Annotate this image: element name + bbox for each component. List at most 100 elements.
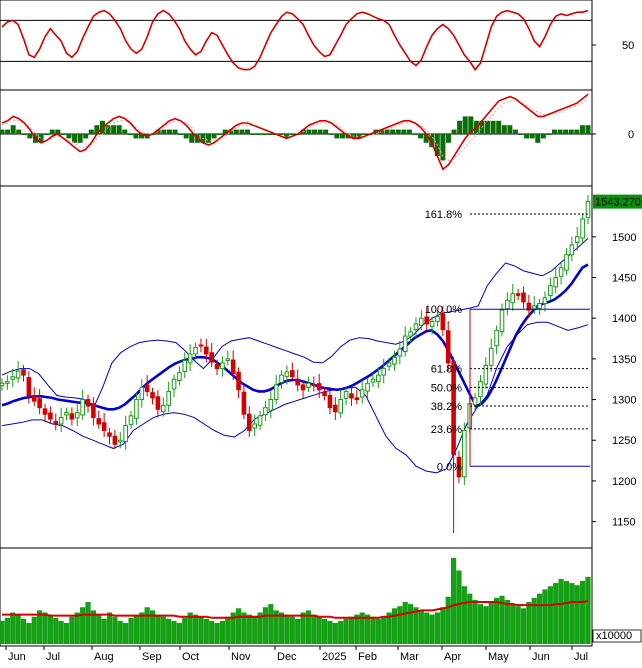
macd-histogram-bar [468, 116, 474, 134]
volume-bar [192, 614, 199, 644]
price-tick-label: 1200 [612, 476, 636, 488]
candle-body [585, 201, 591, 219]
volume-bar [531, 597, 537, 644]
macd-histogram-bar [390, 129, 396, 134]
candle-body [381, 368, 387, 376]
macd-histogram-bar [77, 134, 83, 143]
candle-body [316, 383, 322, 391]
candle-body [134, 399, 139, 419]
candle-body [268, 399, 274, 411]
candle-body [494, 329, 499, 347]
macd-histogram-bar [16, 129, 22, 134]
candle-body [225, 358, 231, 361]
macd-histogram-bar [183, 134, 189, 139]
volume-bar [225, 616, 231, 644]
candle-body [435, 316, 440, 322]
candle-body [542, 297, 548, 305]
fibonacci-label: 61.8% [431, 364, 462, 376]
candle-body [182, 359, 188, 372]
candle-body [247, 413, 252, 431]
volume-bar [219, 620, 226, 644]
fibonacci-label: 0.0% [437, 461, 462, 473]
macd-histogram-bar [27, 134, 33, 139]
fibonacci-label: 50.0% [431, 382, 462, 394]
volume-bar [37, 610, 43, 644]
macd-histogram-bar [445, 134, 451, 143]
macd-histogram-bar [289, 134, 295, 135]
macd-histogram-bar [507, 125, 513, 134]
volume-bar [472, 599, 478, 644]
candle-body [123, 425, 128, 442]
volume-bar [348, 616, 355, 644]
macd-histogram-bar [535, 134, 541, 143]
macd-histogram-bar [72, 134, 78, 143]
volume-bar [483, 606, 489, 644]
lower-bollinger-band [1, 321, 589, 474]
volume-bar [370, 616, 376, 644]
candle-body [230, 359, 236, 375]
volume-bar [101, 618, 107, 644]
volume-bar [461, 586, 467, 644]
macd-signal-line [1, 98, 589, 161]
candle-body [521, 292, 526, 303]
macd-histogram-bar [222, 129, 228, 134]
volume-bar [338, 620, 344, 644]
volume-bar [391, 608, 398, 644]
x-tick-label: Dec [277, 651, 297, 663]
candle-body [440, 313, 446, 331]
volume-bar [386, 612, 392, 644]
volume-bar [166, 618, 172, 644]
candle-body [429, 320, 435, 327]
macd-histogram-bar [211, 134, 217, 139]
volume-bar [499, 595, 505, 644]
volume-bar [413, 607, 419, 644]
x-tick-label: Feb [358, 651, 377, 663]
candle-body [376, 374, 381, 383]
volume-bar [321, 618, 328, 644]
candle-body [160, 404, 166, 413]
candle-body [117, 439, 123, 443]
macd-histogram-bar [245, 129, 251, 134]
candle-body [558, 267, 564, 277]
x-tick-label: Apr [444, 651, 461, 663]
candle-body [91, 403, 96, 418]
candle-body [144, 384, 150, 392]
volume-bar [123, 623, 129, 644]
price-tick-label: 1350 [612, 354, 636, 366]
candle-body [171, 378, 177, 390]
candle-body [386, 362, 392, 367]
macd-histogram-bar [490, 120, 496, 134]
price-tick-label: 1150 [612, 517, 636, 529]
macd-histogram-bar [451, 129, 457, 134]
candle-body [241, 391, 247, 415]
candle-body [64, 412, 69, 416]
candle-body [419, 317, 424, 326]
candle-body [193, 346, 198, 355]
candle-body [284, 371, 290, 377]
volume-bar [445, 596, 451, 644]
candle-body [107, 432, 112, 437]
candle-body [413, 323, 419, 331]
volume-bar [553, 583, 559, 644]
macd-histogram-bar [429, 134, 435, 148]
candle-body [74, 412, 80, 419]
candle-body [166, 390, 171, 406]
x-tick-label: Jun [532, 651, 550, 663]
volume-bar [182, 617, 188, 644]
candle-body [80, 399, 85, 416]
candle-body [548, 285, 553, 296]
candle-body [150, 392, 155, 399]
candle-body [526, 302, 532, 311]
volume-bar [332, 623, 338, 644]
volume-bar [434, 612, 441, 644]
candle-body [279, 374, 284, 383]
candle-body [408, 331, 413, 337]
macd-histogram-bar [66, 134, 72, 139]
x-tick-label: Aug [94, 651, 114, 663]
macd-histogram-bar [178, 134, 184, 135]
candle-body [128, 415, 134, 425]
volume-bar [278, 612, 285, 644]
macd-histogram-bar [44, 134, 50, 135]
candle-body [574, 236, 580, 244]
candle-body [354, 397, 360, 401]
